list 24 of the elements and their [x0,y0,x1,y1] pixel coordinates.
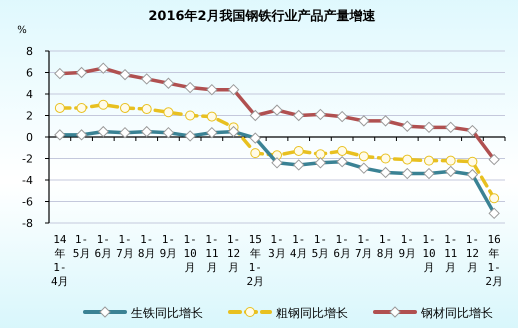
point [294,146,304,156]
legend-label: 生铁同比增长 [131,306,203,320]
point [142,104,152,114]
point [337,146,348,156]
legend-label: 钢材同比增长 [420,306,493,320]
point [98,100,108,110]
point [402,154,412,165]
point [315,149,326,160]
point [424,156,434,166]
point [467,156,478,167]
ylabel: % [17,25,27,36]
legend-label: 粗钢同比增长 [276,306,348,320]
point [446,156,456,166]
point [250,148,260,158]
point [206,112,217,122]
point [185,110,196,120]
point [358,151,369,162]
point [54,102,65,113]
point [76,102,87,113]
point [380,154,391,164]
title: 2016年2月我国钢铁行业产品产量增速 [148,9,376,24]
point [163,107,174,118]
point [120,102,130,113]
point [489,193,500,204]
